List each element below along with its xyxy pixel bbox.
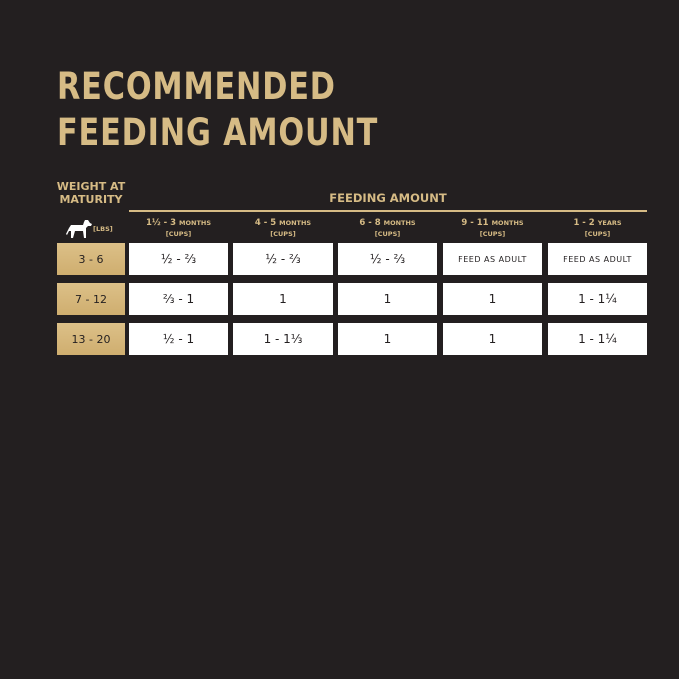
column-sub: [CUPS] xyxy=(270,230,296,238)
feeding-cell: 1 - 1¼ xyxy=(548,323,647,355)
weight-cell: 3 - 6 xyxy=(57,243,125,275)
column-range: 6 - 8 xyxy=(359,218,381,228)
feeding-cell: 1 xyxy=(338,283,437,315)
feeding-cell: ⅔ - 1 xyxy=(129,283,228,315)
column-header: 1 - 2 YEARS [CUPS] xyxy=(548,218,647,240)
title-line-2: FEEDING AMOUNT xyxy=(57,111,379,154)
column-unit: MONTHS xyxy=(279,219,312,227)
weight-cell: 13 - 20 xyxy=(57,323,125,355)
weight-header-line-2: MATURITY xyxy=(59,193,123,206)
column-range: 1½ - 3 xyxy=(145,218,177,228)
column-range: 4 - 5 xyxy=(254,218,277,228)
column-unit: MONTHS xyxy=(383,219,416,227)
feeding-cell: 1 xyxy=(338,323,437,355)
column-sub: [CUPS] xyxy=(479,230,506,238)
page-title: RECOMMENDED FEEDING AMOUNT xyxy=(57,64,378,156)
feeding-amount-header: FEEDING AMOUNT xyxy=(329,191,447,205)
feeding-cell: FEED AS ADULT xyxy=(443,243,542,275)
feeding-cell: ½ - ⅔ xyxy=(233,243,333,275)
column-header: 1½ - 3 MONTHS [CUPS] xyxy=(129,218,228,240)
dog-icon xyxy=(66,220,92,238)
weight-unit: [LBS] xyxy=(93,225,113,233)
weight-header: WEIGHT AT MATURITY xyxy=(52,180,130,206)
column-range: 1 - 2 xyxy=(573,218,595,228)
feeding-cell: ½ - ⅔ xyxy=(338,243,437,275)
column-unit: MONTHS xyxy=(179,219,212,227)
column-header: 4 - 5 MONTHS [CUPS] xyxy=(233,218,333,240)
column-range: 9 - 11 xyxy=(461,218,489,228)
feeding-cell: ½ - ⅔ xyxy=(129,243,228,275)
column-header: 9 - 11 MONTHS [CUPS] xyxy=(443,218,542,240)
column-sub: [CUPS] xyxy=(584,230,611,238)
feeding-cell: 1 - 1⅓ xyxy=(233,323,333,355)
column-sub: [CUPS] xyxy=(374,230,401,238)
column-sub: [CUPS] xyxy=(165,230,192,238)
feeding-cell: 1 xyxy=(233,283,333,315)
title-line-1: RECOMMENDED xyxy=(57,65,336,108)
feeding-cell: ½ - 1 xyxy=(129,323,228,355)
feeding-cell: FEED AS ADULT xyxy=(548,243,647,275)
feeding-cell: 1 - 1¼ xyxy=(548,283,647,315)
header-divider xyxy=(129,210,647,212)
weight-header-line-1: WEIGHT AT xyxy=(56,180,126,193)
column-header: 6 - 8 MONTHS [CUPS] xyxy=(338,218,437,240)
weight-cell: 7 - 12 xyxy=(57,283,125,315)
column-unit: YEARS xyxy=(597,219,622,227)
feeding-cell: 1 xyxy=(443,283,542,315)
feeding-cell: 1 xyxy=(443,323,542,355)
column-unit: MONTHS xyxy=(491,219,524,227)
